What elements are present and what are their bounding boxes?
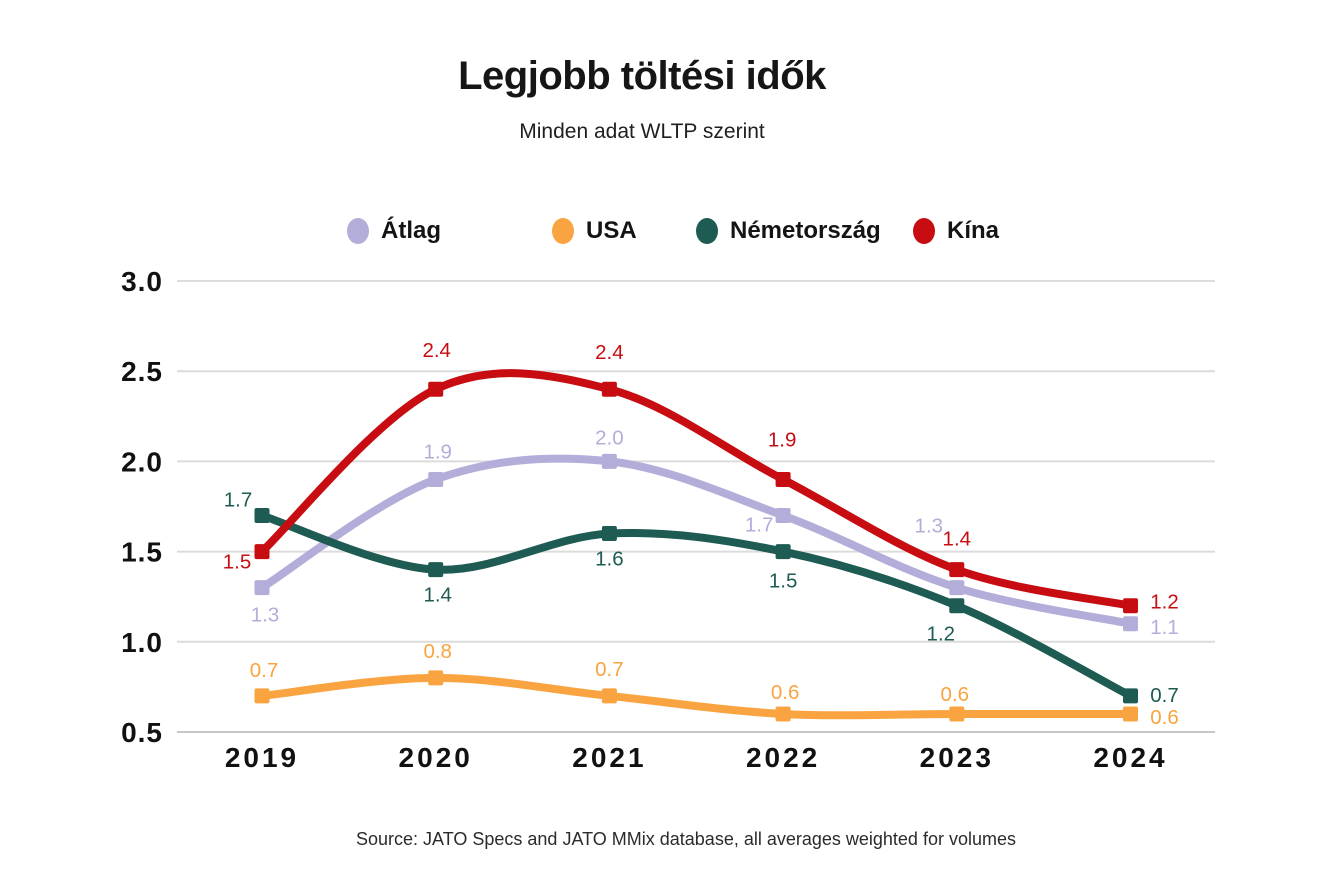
legend-label-usa: USA (586, 217, 637, 244)
legend-item-usa: USA (552, 217, 637, 245)
data-label-kina: 2.4 (422, 339, 451, 362)
data-label-nemetorszag: 1.7 (224, 489, 253, 512)
series-line-usa (258, 673, 1135, 720)
data-point-usa (775, 706, 791, 722)
data-label-usa: 0.7 (595, 658, 624, 681)
data-point-usa (601, 688, 617, 704)
y-tick-label: 2.5 (121, 356, 163, 387)
legend-item-kina: Kína (913, 217, 999, 245)
data-label-nemetorszag: 1.5 (769, 570, 798, 593)
data-label-usa: 0.6 (771, 681, 800, 704)
data-point-atlag (428, 471, 444, 487)
data-point-atlag (775, 508, 791, 524)
data-label-usa: 0.6 (941, 683, 970, 706)
y-tick-label: 3.0 (121, 266, 163, 297)
data-point-kina (601, 381, 617, 397)
data-point-usa (949, 706, 965, 722)
data-point-nemetorszag (428, 562, 444, 578)
series-line-kina (258, 369, 1135, 610)
data-point-atlag (1123, 616, 1138, 632)
data-label-usa: 0.7 (250, 659, 279, 682)
data-label-atlag: 1.1 (1150, 616, 1179, 639)
page-title: Legjobb töltési idők (458, 54, 826, 98)
y-tick-label: 1.0 (121, 627, 163, 658)
data-point-kina (949, 562, 965, 578)
x-tick-label: 2023 (920, 742, 994, 773)
series-line-atlag (258, 454, 1135, 628)
legend-item-nemetorszag: Németország (696, 217, 881, 245)
legend-label-kina: Kína (947, 217, 1000, 244)
data-point-usa (1123, 706, 1138, 722)
data-label-atlag: 1.3 (915, 515, 944, 538)
legend-dot-kina (913, 218, 935, 244)
legend-item-atlag: Átlag (347, 217, 441, 245)
legend-dot-atlag (347, 218, 369, 244)
legend-dot-usa (552, 218, 574, 244)
data-point-usa (428, 670, 444, 686)
data-point-atlag (254, 580, 270, 596)
data-label-atlag: 1.3 (251, 604, 280, 627)
data-label-usa: 0.6 (1150, 706, 1179, 729)
x-tick-label: 2024 (1093, 742, 1167, 773)
data-point-atlag (949, 580, 965, 596)
data-point-kina (775, 471, 791, 487)
line-chart: 3.0 2.5 2.0 1.5 1.0 0.5 2019 2020 2021 2022 2023 20… (121, 266, 1215, 773)
data-point-kina (254, 544, 270, 560)
source-note: Source: JATO Specs and JATO MMix databas… (356, 829, 1016, 849)
data-point-kina (428, 381, 444, 397)
x-tick-label: 2020 (399, 742, 473, 773)
data-label-nemetorszag: 1.6 (595, 548, 624, 571)
data-label-nemetorszag: 1.4 (423, 584, 452, 607)
data-label-kina: 1.2 (1150, 591, 1179, 614)
data-point-nemetorszag (949, 598, 965, 614)
legend-dot-nemetorszag (696, 218, 718, 244)
data-label-kina: 1.9 (768, 428, 797, 451)
series-line-nemetorszag (258, 511, 1135, 700)
legend-label-atlag: Átlag (381, 217, 441, 244)
data-label-kina: 1.4 (943, 528, 972, 551)
x-tick-label: 2021 (572, 742, 646, 773)
x-tick-label: 2022 (746, 742, 820, 773)
data-point-nemetorszag (254, 508, 270, 524)
data-label-atlag: 1.9 (423, 440, 452, 463)
data-point-nemetorszag (1123, 688, 1138, 704)
data-label-nemetorszag: 1.2 (927, 623, 956, 646)
data-point-nemetorszag (775, 544, 791, 560)
x-tick-label: 2019 (225, 742, 299, 773)
data-label-kina: 1.5 (223, 551, 252, 574)
y-tick-label: 0.5 (121, 717, 163, 748)
page-subtitle: Minden adat WLTP szerint (519, 120, 765, 143)
data-label-usa: 0.8 (423, 640, 452, 663)
data-point-nemetorszag (601, 526, 617, 542)
data-point-usa (254, 688, 270, 704)
legend-label-nemetorszag: Németország (730, 217, 881, 244)
data-point-kina (1123, 598, 1138, 614)
data-point-atlag (601, 453, 617, 469)
data-label-atlag: 1.7 (745, 514, 774, 537)
data-label-nemetorszag: 0.7 (1150, 684, 1179, 707)
y-tick-label: 1.5 (121, 537, 163, 568)
y-tick-label: 2.0 (121, 446, 163, 477)
data-label-kina: 2.4 (595, 341, 624, 364)
data-label-atlag: 2.0 (595, 426, 624, 449)
